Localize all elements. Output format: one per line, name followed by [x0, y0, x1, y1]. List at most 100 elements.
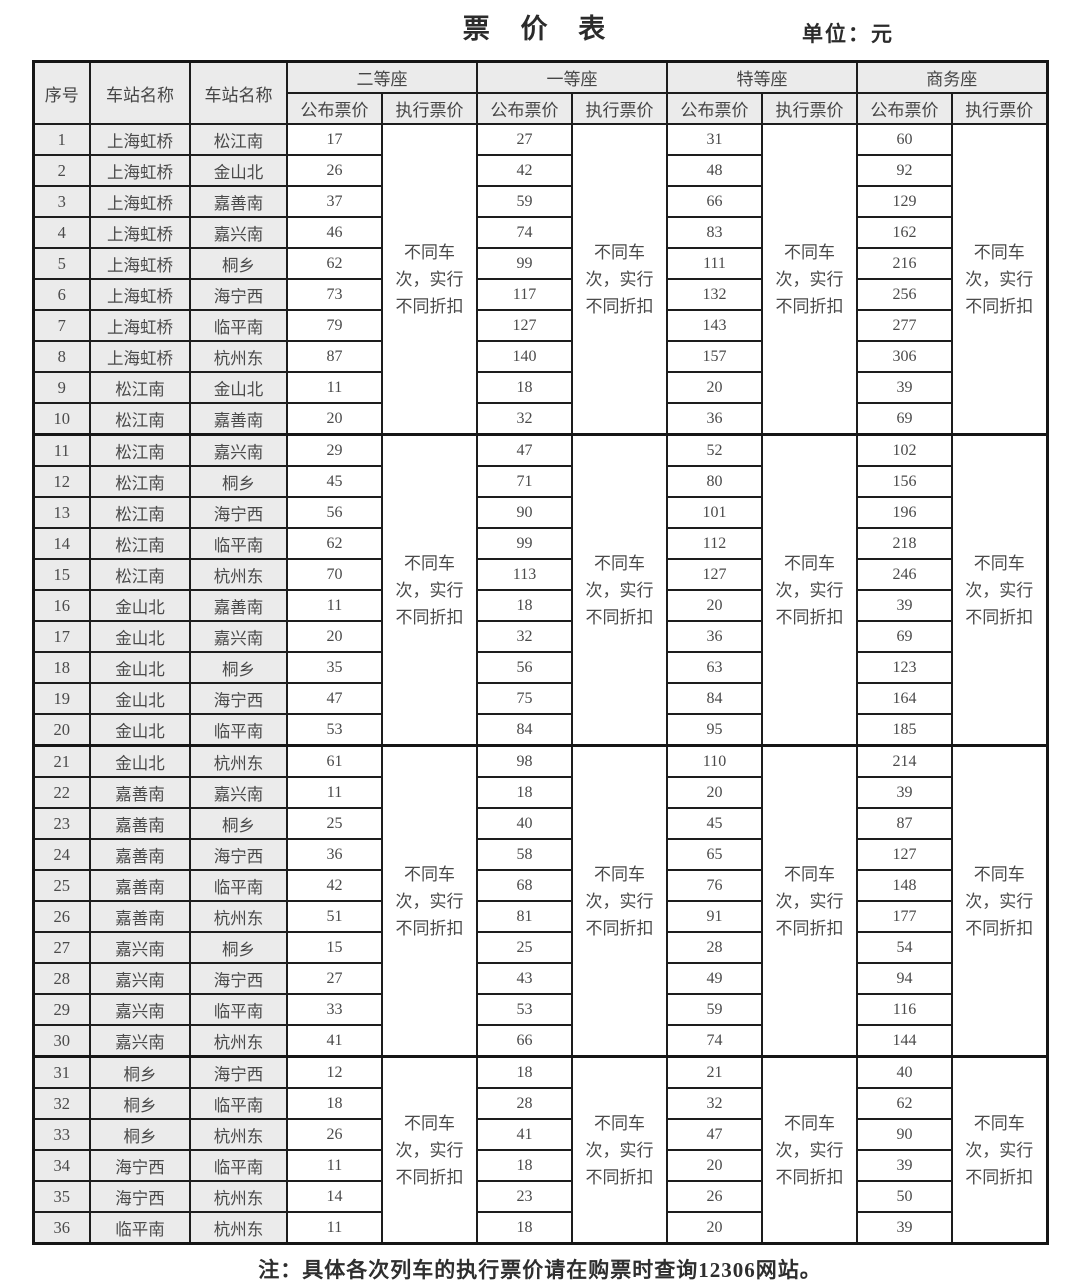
- index-cell: 26: [32, 900, 91, 933]
- station-to-cell: 杭州东: [189, 1180, 288, 1213]
- published-fare-cell: 102: [856, 433, 953, 467]
- table-row: 27 嘉兴南 桐乡 15 25 28 54: [32, 931, 1047, 964]
- published-fare-cell: 33: [286, 993, 383, 1026]
- index-cell: 5: [32, 247, 91, 280]
- published-fare-cell: 61: [286, 744, 383, 778]
- published-fare-cell: 112: [666, 527, 763, 560]
- station-to-cell: 杭州东: [189, 1211, 288, 1245]
- published-fare-cell: 11: [286, 1149, 383, 1182]
- col-header-published-fare: 公布票价: [856, 92, 953, 125]
- published-fare-cell: 26: [286, 1118, 383, 1151]
- published-fare-cell: 84: [666, 682, 763, 715]
- station-from-cell: 上海虹桥: [89, 340, 191, 373]
- published-fare-cell: 15: [286, 931, 383, 964]
- published-fare-cell: 32: [476, 402, 573, 436]
- published-fare-cell: 129: [856, 185, 953, 218]
- published-fare-cell: 23: [476, 1180, 573, 1213]
- published-fare-cell: 47: [476, 433, 573, 467]
- table-row: 29 嘉兴南 临平南 33 53 59 116: [32, 993, 1047, 1026]
- col-header-executed-fare: 执行票价: [951, 92, 1048, 125]
- published-fare-cell: 62: [286, 247, 383, 280]
- published-fare-cell: 35: [286, 651, 383, 684]
- station-to-cell: 杭州东: [189, 1024, 288, 1058]
- index-cell: 8: [32, 340, 91, 373]
- station-from-cell: 临平南: [89, 1211, 191, 1245]
- published-fare-cell: 28: [476, 1087, 573, 1120]
- published-fare-cell: 148: [856, 869, 953, 902]
- station-from-cell: 金山北: [89, 744, 191, 778]
- station-from-cell: 上海虹桥: [89, 185, 191, 218]
- executed-fare-discount-cell: 不同车 次，实行 不同折扣: [951, 123, 1048, 436]
- published-fare-cell: 45: [666, 807, 763, 840]
- published-fare-cell: 140: [476, 340, 573, 373]
- station-to-cell: 杭州东: [189, 900, 288, 933]
- published-fare-cell: 101: [666, 496, 763, 529]
- station-from-cell: 桐乡: [89, 1087, 191, 1120]
- index-cell: 7: [32, 309, 91, 342]
- table-row: 26 嘉善南 杭州东 51 81 91 177: [32, 900, 1047, 933]
- page-title: 票 价 表: [462, 14, 618, 44]
- col-header-first-class: 一等座: [476, 60, 668, 94]
- published-fare-cell: 20: [286, 402, 383, 436]
- published-fare-cell: 39: [856, 776, 953, 809]
- index-cell: 23: [32, 807, 91, 840]
- station-from-cell: 嘉兴南: [89, 1024, 191, 1058]
- station-to-cell: 桐乡: [189, 465, 288, 498]
- station-to-cell: 杭州东: [189, 744, 288, 778]
- published-fare-cell: 31: [666, 123, 763, 156]
- published-fare-cell: 50: [856, 1180, 953, 1213]
- published-fare-cell: 39: [856, 1149, 953, 1182]
- table-row: 3 上海虹桥 嘉善南 37 59 66 129: [32, 185, 1047, 218]
- station-to-cell: 嘉善南: [189, 589, 288, 622]
- published-fare-cell: 87: [286, 340, 383, 373]
- index-cell: 18: [32, 651, 91, 684]
- station-from-cell: 嘉兴南: [89, 962, 191, 995]
- published-fare-cell: 127: [476, 309, 573, 342]
- published-fare-cell: 41: [476, 1118, 573, 1151]
- table-row: 2 上海虹桥 金山北 26 42 48 92: [32, 154, 1047, 187]
- published-fare-cell: 20: [666, 589, 763, 622]
- published-fare-cell: 20: [666, 1211, 763, 1245]
- index-cell: 14: [32, 527, 91, 560]
- executed-fare-discount-cell: 不同车 次，实行 不同折扣: [761, 433, 858, 747]
- published-fare-cell: 25: [286, 807, 383, 840]
- published-fare-cell: 144: [856, 1024, 953, 1058]
- published-fare-cell: 11: [286, 1211, 383, 1245]
- index-cell: 24: [32, 838, 91, 871]
- station-to-cell: 临平南: [189, 309, 288, 342]
- col-header-index: 序号: [32, 60, 91, 125]
- table-row: 16 金山北 嘉善南 11 18 20 39: [32, 589, 1047, 622]
- published-fare-cell: 246: [856, 558, 953, 591]
- published-fare-cell: 185: [856, 713, 953, 747]
- published-fare-cell: 62: [286, 527, 383, 560]
- published-fare-cell: 39: [856, 371, 953, 404]
- index-cell: 30: [32, 1024, 91, 1058]
- published-fare-cell: 214: [856, 744, 953, 778]
- index-cell: 17: [32, 620, 91, 653]
- published-fare-cell: 58: [476, 838, 573, 871]
- executed-fare-discount-cell: 不同车 次，实行 不同折扣: [381, 1055, 478, 1245]
- station-from-cell: 嘉善南: [89, 838, 191, 871]
- published-fare-cell: 98: [476, 744, 573, 778]
- station-to-cell: 临平南: [189, 993, 288, 1026]
- table-row: 21 金山北 杭州东 61 不同车 次，实行 不同折扣 98 不同车 次，实行 不同折扣 110 不同车…: [32, 744, 1048, 1058]
- table-row: 9 松江南 金山北 11 18 20 39: [32, 371, 1047, 404]
- published-fare-cell: 90: [856, 1118, 953, 1151]
- index-cell: 27: [32, 931, 91, 964]
- published-fare-cell: 91: [666, 900, 763, 933]
- station-from-cell: 金山北: [89, 713, 191, 747]
- executed-fare-discount-cell: 不同车 次，实行 不同折扣: [761, 744, 858, 1058]
- table-row: 6 上海虹桥 海宁西 73 117 132 256: [32, 278, 1047, 311]
- executed-fare-discount-cell: 不同车 次，实行 不同折扣: [381, 433, 478, 747]
- table-row: 31 桐乡 海宁西 12 不同车 次，实行 不同折扣 18 不同车 次，实行 不同折扣 21 不同车 次，…: [32, 1055, 1048, 1245]
- station-from-cell: 上海虹桥: [89, 309, 191, 342]
- published-fare-cell: 99: [476, 527, 573, 560]
- station-to-cell: 临平南: [189, 713, 288, 747]
- station-to-cell: 嘉兴南: [189, 776, 288, 809]
- table-row: 35 海宁西 杭州东 14 23 26 50: [32, 1180, 1047, 1213]
- station-from-cell: 金山北: [89, 589, 191, 622]
- published-fare-cell: 18: [476, 1055, 573, 1089]
- station-from-cell: 松江南: [89, 402, 191, 436]
- station-to-cell: 海宁西: [189, 496, 288, 529]
- index-cell: 13: [32, 496, 91, 529]
